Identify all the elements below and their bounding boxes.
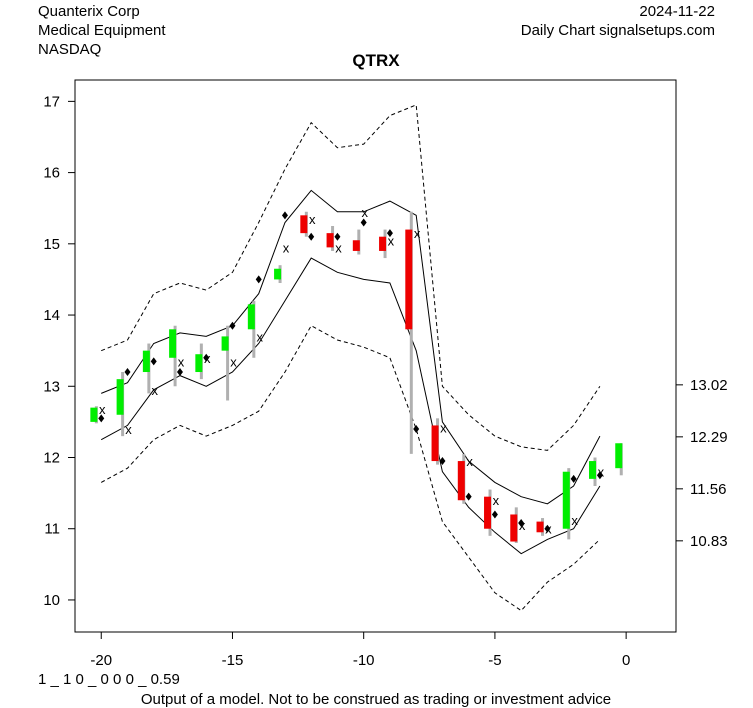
candle-body-15 [484, 496, 492, 529]
x-mark-10: x [361, 205, 368, 220]
y-tick-label-6: 16 [43, 165, 60, 182]
candle-body-12 [405, 229, 413, 330]
diamond-mark-19 [596, 471, 603, 480]
marks-layer: xxxxxxxxxxxxxxxxxxxx [98, 205, 605, 537]
x-tick-label-3: -5 [488, 652, 501, 669]
y-tick-label-4: 14 [43, 307, 60, 324]
diamond-mark-8 [308, 232, 315, 241]
x-mark-15: x [493, 493, 500, 508]
diamond-mark-17 [544, 524, 551, 533]
diamond-mark-16 [518, 519, 525, 528]
y-tick-label-2: 12 [43, 449, 60, 466]
x-mark-9: x [335, 240, 342, 255]
diamond-mark-15 [491, 510, 498, 519]
right-tick-label-0: 13.02 [690, 377, 728, 394]
candles-layer [90, 211, 623, 543]
candle-body-11 [379, 236, 387, 251]
exchange-label: NASDAQ [38, 41, 102, 58]
candle-body-13 [431, 425, 439, 462]
x-mark-1: x [125, 422, 132, 437]
x-tick-label-0: -20 [90, 652, 112, 669]
axes-layer: -20 -15 -10 -5 0 10 11 12 13 14 15 16 17 13.02 12.29 11… [43, 93, 727, 669]
candle-body-1 [116, 379, 124, 415]
company-name: Quanterix Corp [38, 3, 140, 20]
y-tick-label-3: 13 [43, 378, 60, 395]
diamond-mark-0 [98, 414, 105, 423]
x-mark-2: x [151, 383, 158, 398]
x-mark-12: x [414, 226, 421, 241]
chart-title: QTRX [352, 51, 400, 70]
x-mark-18: x [571, 513, 578, 528]
candle-body-6 [247, 304, 255, 330]
diamond-mark-5 [229, 321, 236, 330]
diamond-mark-1 [124, 368, 131, 377]
bands-layer [100, 104, 601, 612]
diamond-mark-11 [386, 229, 393, 238]
diamond-mark-14 [465, 492, 472, 501]
model-code: 1 _ 1 0 _ 0 0 0 _ 0.59 [38, 671, 180, 688]
diamond-mark-9 [334, 232, 341, 241]
diamond-mark-10 [360, 218, 367, 227]
candle-body-14 [457, 461, 465, 501]
outer-upper-band [101, 104, 601, 451]
candle-body-18 [562, 471, 570, 529]
candle-body-4 [195, 354, 203, 373]
x-tick-label-1: -15 [222, 652, 244, 669]
chart-date: 2024-11-22 [639, 3, 715, 20]
diamond-mark-6 [255, 275, 262, 284]
diamond-mark-4 [203, 353, 210, 362]
diamond-mark-13 [439, 457, 446, 466]
candle-body-8 [300, 215, 308, 234]
disclaimer: Output of a model. Not to be construed a… [141, 691, 611, 708]
candle-body-3 [169, 329, 177, 358]
inner-lower-band [100, 257, 601, 555]
candle-body-9 [326, 233, 334, 248]
y-tick-label-1: 11 [44, 521, 60, 538]
diamond-mark-7 [281, 211, 288, 220]
diamond-mark-12 [413, 425, 420, 434]
diamond-mark-3 [176, 368, 183, 377]
inner-upper-band [101, 189, 601, 505]
x-tick-label-2: -10 [353, 652, 375, 669]
right-tick-label-3: 10.83 [690, 533, 728, 550]
candle-body-20 [615, 443, 623, 469]
x-mark-14: x [466, 454, 473, 469]
candle-body-10 [352, 240, 360, 251]
candle-body-7 [274, 268, 282, 280]
source-label: Daily Chart signalsetups.com [520, 22, 715, 39]
candle-body-19 [589, 461, 597, 479]
x-mark-5: x [230, 354, 237, 369]
x-mark-19: x [598, 465, 605, 480]
candle-body-2 [142, 350, 150, 373]
y-tick-label-5: 15 [43, 236, 60, 253]
right-tick-label-2: 11.56 [690, 481, 726, 498]
right-tick-label-1: 12.29 [690, 429, 728, 446]
x-mark-7: x [283, 240, 290, 255]
x-mark-6: x [256, 329, 263, 344]
candle-body-17 [536, 521, 544, 533]
y-tick-label-7: 17 [43, 93, 60, 110]
y-tick-label-0: 10 [43, 592, 60, 609]
x-mark-16: x [519, 518, 526, 533]
x-mark-8: x [309, 212, 316, 227]
candle-body-0 [90, 407, 98, 422]
x-tick-label-4: 0 [622, 652, 630, 669]
candle-body-16 [510, 514, 518, 542]
diamond-mark-2 [150, 357, 157, 366]
diamond-mark-18 [570, 474, 577, 483]
x-mark-11: x [388, 233, 395, 248]
x-mark-3: x [178, 354, 185, 369]
x-mark-13: x [440, 421, 447, 436]
candle-body-5 [221, 336, 229, 351]
sector-label: Medical Equipment [38, 22, 166, 39]
x-mark-0: x [99, 402, 106, 417]
plot-frame [74, 79, 677, 633]
